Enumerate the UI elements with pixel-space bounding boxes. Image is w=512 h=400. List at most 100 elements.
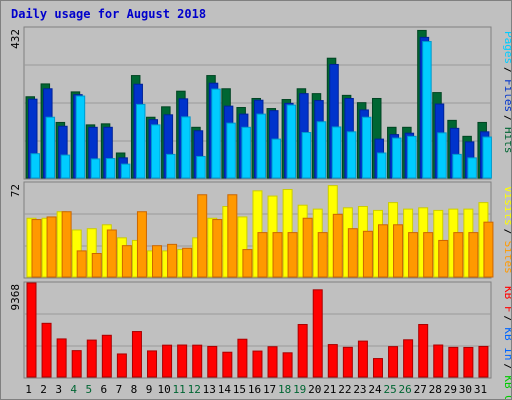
bar-kb-f-day-1: [26, 282, 37, 378]
legend-visits: Visits: [502, 186, 511, 226]
bar-pages-day-8: [135, 103, 146, 179]
bar-pages-day-2: [45, 116, 56, 179]
bar-kb-f-day-25: [388, 346, 399, 378]
bar-sites-day-12: [197, 194, 208, 278]
bar-sites-day-1: [31, 219, 42, 278]
bar-pages-day-30: [467, 157, 477, 179]
bar-sites-day-31: [483, 221, 494, 278]
bar-pages-day-22: [346, 131, 357, 179]
bar-kb-f-day-24: [372, 358, 383, 378]
bar-pages-day-14: [226, 122, 236, 179]
bar-pages-day-9: [151, 124, 161, 179]
chart-title: Daily usage for August 2018: [11, 7, 207, 21]
legend-separator: /: [502, 67, 511, 74]
x-tick-day-10: 10: [157, 383, 170, 396]
x-tick-day-14: 14: [218, 383, 232, 396]
bar-kb-f-day-30: [463, 346, 474, 378]
bar-sites-day-14: [227, 194, 238, 278]
bar-sites-day-16: [257, 232, 268, 278]
x-tick-day-30: 30: [459, 383, 472, 396]
legend-sites: Sites: [502, 241, 511, 274]
bar-kb-f-day-15: [237, 338, 248, 378]
panel-2-max-label: 72: [9, 184, 22, 197]
bar-sites-day-3: [61, 211, 72, 278]
bar-kb-f-day-14: [222, 351, 233, 378]
bar-pages-day-23: [361, 116, 372, 179]
bar-kb-f-day-28: [433, 344, 444, 378]
bar-pages-day-17: [271, 138, 282, 179]
legend-separator: /: [502, 315, 511, 322]
bar-pages-day-19: [301, 132, 312, 179]
bar-sites-day-9: [152, 245, 163, 278]
x-tick-day-11: 11: [173, 383, 186, 396]
bar-sites-day-4: [76, 250, 87, 278]
bar-sites-day-30: [468, 232, 479, 278]
bar-pages-day-13: [211, 88, 221, 179]
bar-kb-f-day-17: [267, 346, 278, 378]
bar-kb-f-day-2: [41, 322, 52, 378]
bar-kb-f-day-4: [71, 350, 82, 378]
x-tick-day-23: 23: [353, 383, 366, 396]
bar-sites-day-24: [377, 224, 388, 278]
bar-kb-f-day-21: [327, 344, 338, 378]
bar-sites-day-15: [242, 249, 253, 278]
x-tick-day-29: 29: [444, 383, 457, 396]
bar-kb-f-day-16: [252, 350, 263, 378]
x-tick-day-1: 1: [25, 383, 32, 396]
x-tick-day-28: 28: [429, 383, 442, 396]
bar-sites-day-19: [302, 217, 313, 278]
x-tick-day-5: 5: [85, 383, 92, 396]
bar-sites-day-27: [423, 232, 434, 278]
x-tick-day-17: 17: [263, 383, 276, 396]
bar-pages-day-16: [256, 113, 266, 179]
bar-pages-day-3: [60, 154, 71, 179]
x-tick-day-15: 15: [233, 383, 246, 396]
bar-sites-day-23: [362, 230, 373, 278]
bar-sites-day-20: [317, 232, 328, 278]
bar-pages-day-27: [422, 41, 432, 179]
x-tick-day-19: 19: [293, 383, 306, 396]
x-tick-day-6: 6: [101, 383, 108, 396]
x-tick-day-24: 24: [368, 383, 382, 396]
bar-sites-day-5: [91, 253, 102, 278]
bar-pages-day-7: [120, 163, 131, 179]
x-tick-day-8: 8: [131, 383, 138, 396]
bar-pages-day-29: [452, 153, 462, 179]
bar-sites-day-10: [167, 243, 178, 278]
bar-kb-f-day-19: [297, 324, 308, 378]
x-tick-day-21: 21: [323, 383, 336, 396]
bar-kb-f-day-12: [192, 344, 203, 378]
bar-pages-day-1: [30, 153, 40, 179]
bar-pages-day-31: [482, 136, 492, 179]
x-tick-day-12: 12: [188, 383, 201, 396]
bar-kb-f-day-27: [418, 324, 429, 378]
bar-pages-day-5: [90, 158, 101, 179]
bar-pages-day-25: [392, 137, 402, 179]
bar-kb-f-day-22: [342, 346, 353, 378]
bar-sites-day-7: [121, 245, 132, 278]
bar-sites-day-21: [332, 213, 343, 278]
bar-pages-day-28: [437, 132, 447, 179]
legend-kb-out: KB Out: [502, 375, 511, 399]
x-tick-day-4: 4: [70, 383, 77, 396]
bar-kb-f-day-3: [56, 338, 67, 378]
panel-1-max-label: 432: [9, 29, 22, 49]
bar-sites-day-28: [438, 239, 449, 278]
bar-pages-day-12: [196, 155, 206, 179]
bar-kb-f-day-5: [86, 339, 97, 378]
x-tick-day-26: 26: [399, 383, 412, 396]
bar-kb-f-day-7: [116, 353, 127, 378]
bar-pages-day-6: [105, 158, 116, 179]
bar-kb-f-day-18: [282, 352, 293, 378]
bar-sites-day-11: [182, 247, 193, 278]
x-tick-day-2: 2: [40, 383, 47, 396]
bar-sites-day-26: [408, 232, 419, 278]
bar-pages-day-18: [286, 104, 297, 179]
x-tick-day-9: 9: [146, 383, 153, 396]
x-tick-day-31: 31: [474, 383, 487, 396]
legend-pages: Pages: [502, 31, 511, 64]
bar-pages-day-21: [331, 126, 342, 179]
bar-pages-day-26: [407, 135, 417, 179]
bar-pages-day-20: [316, 121, 327, 179]
